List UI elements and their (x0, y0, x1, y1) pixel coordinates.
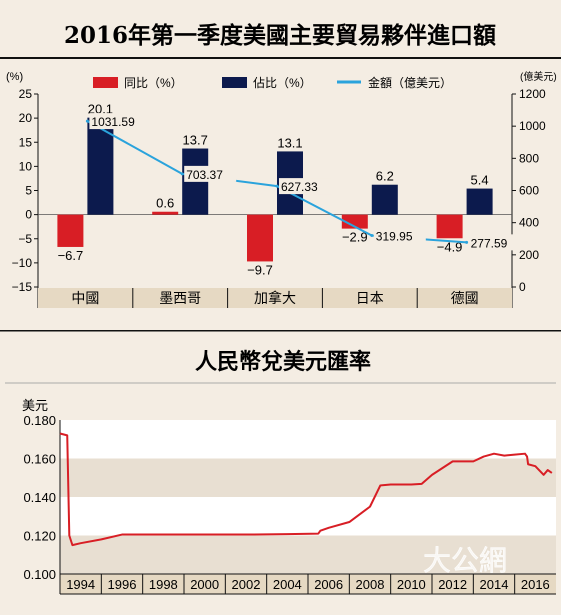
amount-label: 277.59 (471, 236, 508, 250)
bar-share-label: 13.7 (183, 133, 208, 148)
right-tick-label: 200 (519, 248, 539, 262)
amount-label: 319.95 (376, 230, 413, 244)
x-tick-label: 2012 (438, 577, 467, 592)
right-axis-unit: (億美元) (520, 70, 557, 83)
category-label: 日本 (356, 290, 384, 306)
chart2-title: 人民幣兌美元匯率 (195, 349, 371, 375)
x-tick-label: 2010 (397, 577, 426, 592)
right-tick-label: 600 (519, 184, 539, 198)
y-tick-label: 0.140 (23, 490, 56, 505)
amount-label: 627.33 (281, 180, 318, 194)
category-label: 墨西哥 (159, 290, 201, 306)
bar-yoy-label: 0.6 (156, 196, 174, 211)
bar-share-label: 5.4 (471, 173, 489, 188)
right-tick-label: 800 (519, 151, 539, 165)
legend-swatch-share (222, 77, 247, 88)
y-tick-label: 0.100 (23, 567, 56, 582)
left-tick-label: 25 (19, 87, 33, 101)
chart1-bottom-rule (0, 330, 561, 332)
bar-yoy-label: −6.7 (58, 248, 84, 263)
bar-yoy-label: −9.7 (247, 262, 273, 277)
category-label: 德國 (451, 290, 479, 306)
bar-share-label: 13.1 (277, 135, 302, 150)
amount-point (465, 240, 469, 244)
category-label: 加拿大 (254, 290, 296, 306)
chart1-legend: 同比（%） 佔比（%） 金額（億美元） (93, 75, 452, 90)
chart2-marks: 0.180 0.160 0.140 0.120 0.100 1994 1996 1998 200… (23, 413, 556, 595)
category-strip (38, 288, 512, 308)
x-tick-label: 1998 (149, 577, 178, 592)
left-tick-label: 10 (19, 159, 33, 173)
amount-point (180, 172, 184, 176)
chart1-marks: 25 20 15 10 5 0 −5 −10 −15 1200 1000 800 600 400 200 0 −… (12, 87, 546, 308)
left-tick-label: 15 (19, 135, 33, 149)
left-axis-unit: (%) (6, 71, 23, 83)
grid-band (60, 497, 556, 536)
left-tick-label: 0 (25, 208, 32, 222)
amount-label-bg (279, 178, 331, 195)
right-tick-label: 1200 (519, 87, 546, 101)
bar-yoy (341, 214, 368, 229)
amount-label: 1031.59 (91, 115, 135, 129)
legend-swatch-yoy (93, 77, 118, 88)
bar-yoy-label: −4.9 (437, 239, 463, 254)
y-tick-label: 0.160 (23, 452, 56, 467)
bar-yoy (57, 214, 84, 247)
watermark: 大公網 (423, 545, 507, 576)
amount-point (370, 234, 374, 238)
left-tick-label: −10 (12, 256, 33, 270)
x-tick-label: 2006 (314, 577, 343, 592)
x-tick-label: 2004 (273, 577, 302, 592)
bar-share (87, 117, 114, 215)
bar-share-label: 6.2 (376, 169, 394, 184)
x-tick-label: 1994 (66, 577, 95, 592)
amount-label-bg (468, 234, 521, 251)
amount-point (275, 184, 279, 188)
grid-band (60, 458, 556, 497)
amount-label: 703.37 (186, 168, 223, 182)
bar-share (466, 188, 493, 215)
amount-label-bg (373, 227, 426, 244)
bar-share-label: 20.1 (88, 102, 113, 117)
x-tick-label: 2002 (232, 577, 261, 592)
amount-point (85, 119, 89, 123)
exchange-rate-line (59, 432, 553, 547)
chart1-title: 2016年第一季度美國主要貿易夥伴進口額 (64, 22, 496, 49)
bar-yoy (152, 211, 179, 215)
left-tick-label: −5 (18, 232, 32, 246)
y-tick-label: 0.180 (23, 413, 56, 428)
chart2-ylabel: 美元 (22, 398, 48, 413)
legend-label-share: 佔比（%） (253, 76, 312, 90)
x-tick-label: 2000 (190, 577, 219, 592)
grid-band (60, 420, 556, 459)
amount-label-bg (184, 165, 237, 182)
bar-yoy-label: −2.9 (342, 230, 368, 245)
rmb-usd-chart: 人民幣兌美元匯率 美元 0.180 0.160 0.140 0.120 0.100 199… (5, 349, 556, 595)
left-tick-label: −15 (12, 280, 33, 294)
legend-label-yoy: 同比（%） (124, 76, 183, 90)
bar-yoy (436, 214, 463, 239)
right-tick-label: 400 (519, 216, 539, 230)
x-tick-label: 2016 (521, 577, 550, 592)
left-tick-label: 20 (19, 111, 33, 125)
bar-share (371, 184, 398, 215)
amount-label-bg (89, 113, 142, 130)
right-tick-label: 1000 (519, 119, 546, 133)
x-tick-label: 2008 (356, 577, 385, 592)
chart1-title-underline (0, 57, 561, 59)
x-tick-label: 2014 (480, 577, 509, 592)
y-tick-label: 0.120 (23, 529, 56, 544)
bar-yoy (247, 214, 273, 262)
right-tick-label: 0 (519, 280, 526, 294)
import-chart: 2016年第一季度美國主要貿易夥伴進口額 (%) (億美元) 同比（%） 佔比（… (0, 22, 561, 332)
legend-label-amount: 金額（億美元） (368, 75, 452, 90)
grid-band (60, 535, 556, 574)
category-label: 中國 (71, 290, 99, 306)
left-tick-label: 5 (25, 184, 32, 198)
x-tick-label: 1996 (108, 577, 137, 592)
